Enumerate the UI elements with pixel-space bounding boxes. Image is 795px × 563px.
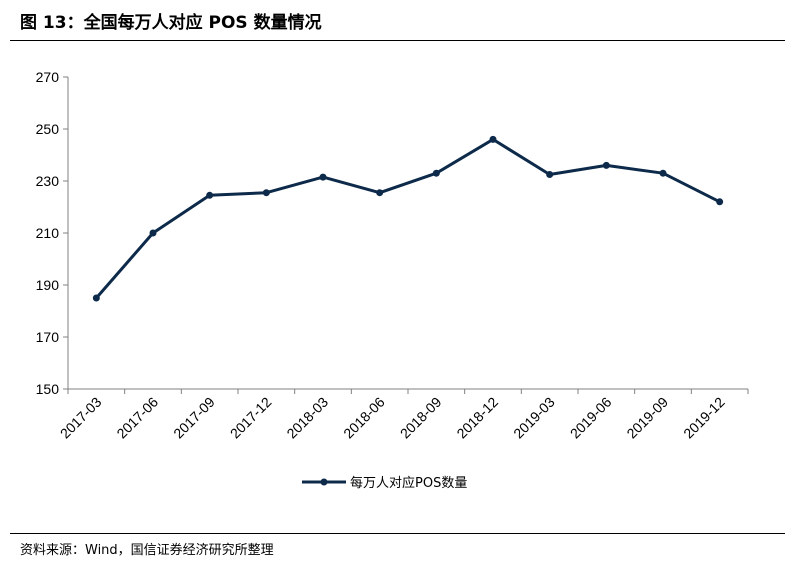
data-point [546, 171, 554, 178]
data-point [432, 169, 440, 177]
legend-marker [320, 478, 328, 486]
data-point [206, 191, 214, 199]
x-tick-label: 2019-09 [623, 394, 671, 442]
x-tick-label: 2018-03 [283, 394, 331, 442]
data-point [489, 135, 497, 143]
legend: 每万人对应POS数量 [302, 475, 467, 491]
legend-label: 每万人对应POS数量 [350, 475, 467, 491]
x-tick-label: 2018-12 [453, 394, 501, 442]
y-tick-label: 150 [36, 381, 60, 397]
data-point [659, 169, 667, 177]
data-point [319, 173, 327, 181]
y-tick-label: 270 [36, 69, 60, 85]
data-point [262, 189, 270, 197]
data-point [149, 229, 157, 237]
x-tick-label: 2017-03 [57, 394, 105, 442]
title-rule [10, 40, 785, 41]
x-tick-label: 2018-06 [340, 394, 388, 442]
source-rule [10, 533, 785, 534]
data-point [716, 198, 724, 206]
y-tick-label: 230 [36, 173, 60, 189]
figure-title: 图 13：全国每万人对应 POS 数量情况 [20, 13, 322, 33]
x-tick-label: 2019-06 [567, 394, 615, 442]
x-tick-label: 2017-09 [170, 394, 218, 442]
x-tick-label: 2017-06 [113, 394, 161, 442]
y-tick-label: 190 [36, 277, 60, 293]
data-point [92, 294, 100, 302]
source-note: 资料来源：Wind，国信证券经济研究所整理 [20, 543, 274, 558]
series [92, 135, 724, 302]
y-tick-label: 250 [36, 121, 60, 137]
y-tick-label: 210 [36, 225, 60, 241]
data-point [602, 161, 610, 169]
x-tick-label: 2017-12 [227, 394, 275, 442]
x-tick-label: 2019-03 [510, 394, 558, 442]
x-axis: 2017-03 2017-06 2017-09 2017-12 2018-03 2018-… [57, 388, 749, 442]
data-point [376, 189, 384, 197]
x-tick-label: 2018-09 [397, 394, 445, 442]
y-tick-label: 170 [36, 329, 60, 345]
x-tick-label: 2019-12 [680, 394, 728, 442]
y-axis: 150 170 190 210 230 250 270 [36, 69, 69, 397]
series-line [95, 137, 721, 299]
